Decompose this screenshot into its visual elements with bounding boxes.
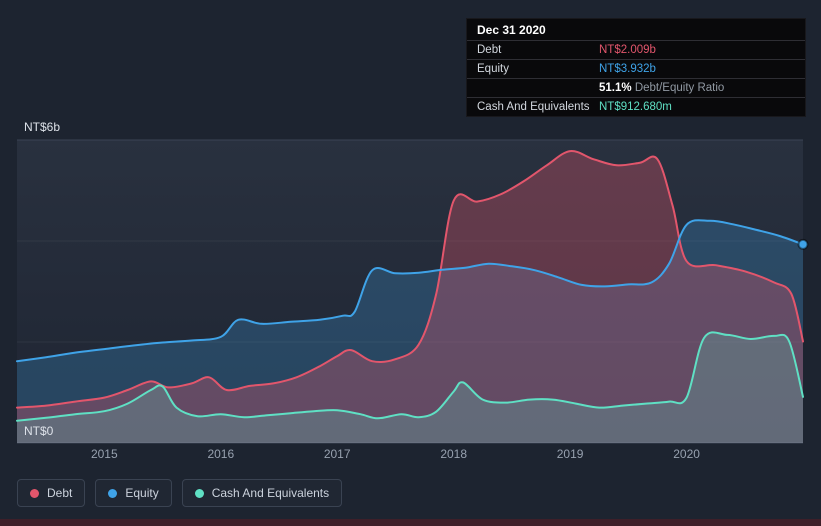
debt-line <box>16 150 804 409</box>
tooltip-row-ratio: 51.1% Debt/Equity Ratio <box>467 78 805 97</box>
cash-legend-label: Cash And Equivalents <box>211 486 330 500</box>
tooltip-row-cash: Cash And Equivalents NT$912.680m <box>467 97 805 116</box>
x-tick-label: 2016 <box>207 447 235 461</box>
tooltip-debt-label: Debt <box>477 44 502 56</box>
debt-legend-dot <box>30 488 39 498</box>
legend-item-debt[interactable]: Debt <box>17 479 86 507</box>
x-tick-label: 2020 <box>673 447 700 461</box>
ratio-percent: 51.1% <box>599 82 632 94</box>
equity-line <box>16 219 804 363</box>
tooltip-debt-value: NT$2.009b <box>599 44 656 56</box>
tooltip-cash-label: Cash And Equivalents <box>477 101 590 113</box>
equity-area <box>17 220 803 443</box>
tooltip-row-debt: Debt NT$2.009b <box>467 40 805 59</box>
equity-legend-label: Equity <box>125 486 159 500</box>
x-tick-label: 2017 <box>323 447 351 461</box>
tooltip-equity-value: NT$3.932b <box>599 63 656 75</box>
y-axis-label-min: NT$0 <box>24 424 54 438</box>
legend-item-cash[interactable]: Cash And Equivalents <box>181 479 343 507</box>
x-tick-label: 2015 <box>90 447 118 461</box>
plot-area[interactable] <box>16 139 809 444</box>
cash-and-equivalents-line <box>16 331 804 422</box>
legend-item-equity[interactable]: Equity <box>95 479 172 507</box>
x-tick-label: 2019 <box>556 447 584 461</box>
equity-end-marker[interactable] <box>797 238 809 250</box>
tooltip-row-equity: Equity NT$3.932b <box>467 59 805 78</box>
debt-legend-label: Debt <box>47 486 73 500</box>
x-tick-label: 2018 <box>440 447 468 461</box>
tooltip-cash-value: NT$912.680m <box>599 101 672 113</box>
tooltip-ratio: 51.1% Debt/Equity Ratio <box>599 81 724 95</box>
ratio-label: Debt/Equity Ratio <box>634 82 725 94</box>
tooltip: Dec 31 2020 Debt NT$2.009b Equity NT$3.9… <box>466 18 806 117</box>
debt-area <box>17 150 803 444</box>
legend: Debt Equity Cash And Equivalents <box>17 479 343 507</box>
y-axis-label-max: NT$6b <box>24 120 61 134</box>
chart-canvas <box>16 139 809 444</box>
bottom-strip <box>0 519 821 526</box>
equity-legend-dot <box>108 488 118 498</box>
cash-legend-dot <box>194 488 204 498</box>
tooltip-equity-label: Equity <box>477 63 509 75</box>
tooltip-date: Dec 31 2020 <box>477 23 546 37</box>
x-axis: 2015 2016 2017 2018 2019 2020 <box>17 447 803 463</box>
